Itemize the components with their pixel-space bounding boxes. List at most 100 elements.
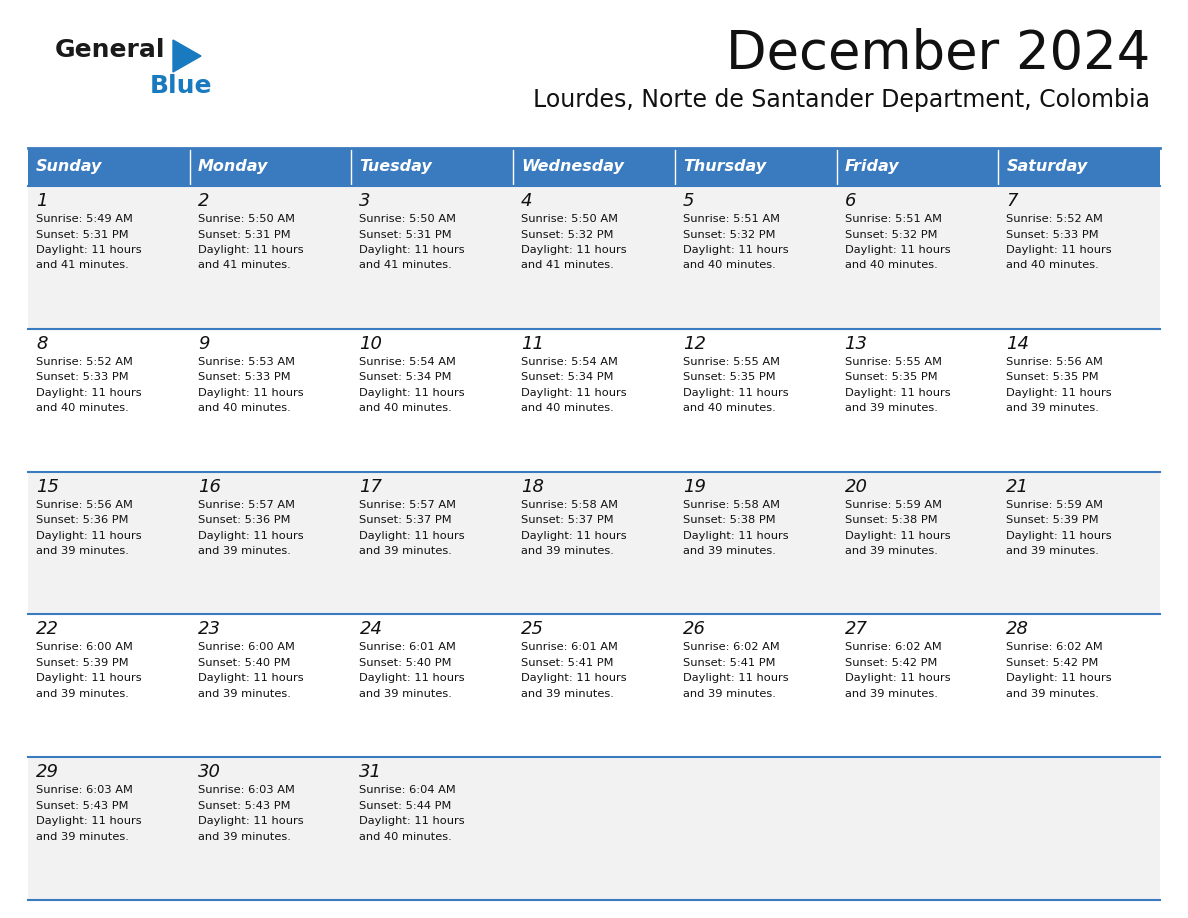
Bar — [190, 148, 352, 186]
Bar — [352, 148, 513, 186]
Text: Sunrise: 6:02 AM: Sunrise: 6:02 AM — [845, 643, 941, 653]
Text: Sunrise: 5:52 AM: Sunrise: 5:52 AM — [1006, 214, 1104, 224]
Text: Sunrise: 5:54 AM: Sunrise: 5:54 AM — [360, 357, 456, 367]
Text: Daylight: 11 hours: Daylight: 11 hours — [360, 531, 465, 541]
Text: Daylight: 11 hours: Daylight: 11 hours — [360, 674, 465, 683]
Text: Sunset: 5:34 PM: Sunset: 5:34 PM — [360, 373, 451, 382]
Text: Sunset: 5:44 PM: Sunset: 5:44 PM — [360, 800, 451, 811]
Text: and 39 minutes.: and 39 minutes. — [197, 546, 291, 556]
Text: Sunrise: 5:58 AM: Sunrise: 5:58 AM — [522, 499, 618, 509]
Text: Daylight: 11 hours: Daylight: 11 hours — [845, 531, 950, 541]
Text: Sunset: 5:43 PM: Sunset: 5:43 PM — [197, 800, 290, 811]
Text: 15: 15 — [36, 477, 59, 496]
Text: Daylight: 11 hours: Daylight: 11 hours — [1006, 531, 1112, 541]
Text: and 39 minutes.: and 39 minutes. — [683, 688, 776, 699]
Text: Daylight: 11 hours: Daylight: 11 hours — [522, 531, 627, 541]
Text: Daylight: 11 hours: Daylight: 11 hours — [1006, 245, 1112, 255]
Text: Sunset: 5:33 PM: Sunset: 5:33 PM — [36, 373, 128, 382]
Text: 10: 10 — [360, 335, 383, 353]
Text: Sunrise: 5:55 AM: Sunrise: 5:55 AM — [683, 357, 779, 367]
Text: and 40 minutes.: and 40 minutes. — [683, 261, 776, 271]
Text: Daylight: 11 hours: Daylight: 11 hours — [522, 674, 627, 683]
Text: Daylight: 11 hours: Daylight: 11 hours — [522, 387, 627, 397]
Text: Sunrise: 6:01 AM: Sunrise: 6:01 AM — [522, 643, 618, 653]
Text: Sunset: 5:39 PM: Sunset: 5:39 PM — [36, 658, 128, 668]
Text: and 39 minutes.: and 39 minutes. — [1006, 403, 1099, 413]
Text: 27: 27 — [845, 621, 867, 638]
Text: Sunset: 5:31 PM: Sunset: 5:31 PM — [36, 230, 128, 240]
Text: Daylight: 11 hours: Daylight: 11 hours — [36, 816, 141, 826]
Text: Daylight: 11 hours: Daylight: 11 hours — [845, 674, 950, 683]
Text: and 39 minutes.: and 39 minutes. — [845, 403, 937, 413]
Text: Sunrise: 5:51 AM: Sunrise: 5:51 AM — [845, 214, 942, 224]
Text: Sunrise: 5:55 AM: Sunrise: 5:55 AM — [845, 357, 942, 367]
Bar — [29, 186, 1159, 329]
Text: Sunset: 5:41 PM: Sunset: 5:41 PM — [522, 658, 614, 668]
Text: 16: 16 — [197, 477, 221, 496]
Text: Sunset: 5:40 PM: Sunset: 5:40 PM — [197, 658, 290, 668]
Text: Sunset: 5:39 PM: Sunset: 5:39 PM — [1006, 515, 1099, 525]
Bar — [29, 329, 1159, 472]
Text: Sunset: 5:32 PM: Sunset: 5:32 PM — [522, 230, 614, 240]
Text: Daylight: 11 hours: Daylight: 11 hours — [360, 387, 465, 397]
Text: and 39 minutes.: and 39 minutes. — [197, 688, 291, 699]
Text: and 39 minutes.: and 39 minutes. — [36, 688, 128, 699]
Text: Sunrise: 5:56 AM: Sunrise: 5:56 AM — [36, 499, 133, 509]
Text: Sunrise: 5:58 AM: Sunrise: 5:58 AM — [683, 499, 779, 509]
Text: and 39 minutes.: and 39 minutes. — [360, 546, 453, 556]
Text: Sunset: 5:43 PM: Sunset: 5:43 PM — [36, 800, 128, 811]
Bar — [836, 148, 998, 186]
Text: and 40 minutes.: and 40 minutes. — [1006, 261, 1099, 271]
Text: Sunrise: 5:50 AM: Sunrise: 5:50 AM — [197, 214, 295, 224]
Text: and 39 minutes.: and 39 minutes. — [1006, 546, 1099, 556]
Text: and 40 minutes.: and 40 minutes. — [197, 403, 290, 413]
Text: Sunset: 5:40 PM: Sunset: 5:40 PM — [360, 658, 451, 668]
Bar — [29, 757, 1159, 900]
Text: 28: 28 — [1006, 621, 1029, 638]
Bar — [998, 148, 1159, 186]
Text: Tuesday: Tuesday — [360, 160, 432, 174]
Text: Lourdes, Norte de Santander Department, Colombia: Lourdes, Norte de Santander Department, … — [533, 88, 1150, 112]
Text: December 2024: December 2024 — [726, 28, 1150, 80]
Text: Sunset: 5:35 PM: Sunset: 5:35 PM — [1006, 373, 1099, 382]
Text: Daylight: 11 hours: Daylight: 11 hours — [845, 387, 950, 397]
Text: Sunset: 5:35 PM: Sunset: 5:35 PM — [845, 373, 937, 382]
Text: 1: 1 — [36, 192, 48, 210]
Text: Sunset: 5:31 PM: Sunset: 5:31 PM — [360, 230, 453, 240]
Text: Sunrise: 5:57 AM: Sunrise: 5:57 AM — [197, 499, 295, 509]
Text: Sunday: Sunday — [36, 160, 102, 174]
Text: Sunset: 5:42 PM: Sunset: 5:42 PM — [1006, 658, 1099, 668]
Text: 9: 9 — [197, 335, 209, 353]
Text: and 41 minutes.: and 41 minutes. — [197, 261, 290, 271]
Polygon shape — [173, 40, 201, 72]
Text: Daylight: 11 hours: Daylight: 11 hours — [1006, 387, 1112, 397]
Text: Thursday: Thursday — [683, 160, 766, 174]
Text: 13: 13 — [845, 335, 867, 353]
Text: Sunset: 5:38 PM: Sunset: 5:38 PM — [845, 515, 937, 525]
Text: Blue: Blue — [150, 74, 213, 98]
Text: and 39 minutes.: and 39 minutes. — [845, 546, 937, 556]
Text: Sunrise: 6:02 AM: Sunrise: 6:02 AM — [683, 643, 779, 653]
Text: Friday: Friday — [845, 160, 899, 174]
Bar — [29, 614, 1159, 757]
Text: 19: 19 — [683, 477, 706, 496]
Text: General: General — [55, 38, 165, 62]
Bar — [513, 148, 675, 186]
Text: Sunset: 5:37 PM: Sunset: 5:37 PM — [522, 515, 614, 525]
Text: Daylight: 11 hours: Daylight: 11 hours — [683, 245, 789, 255]
Text: 29: 29 — [36, 763, 59, 781]
Text: 11: 11 — [522, 335, 544, 353]
Text: Sunrise: 5:54 AM: Sunrise: 5:54 AM — [522, 357, 618, 367]
Bar — [29, 148, 190, 186]
Text: and 41 minutes.: and 41 minutes. — [522, 261, 614, 271]
Text: Sunset: 5:36 PM: Sunset: 5:36 PM — [197, 515, 290, 525]
Text: Daylight: 11 hours: Daylight: 11 hours — [845, 245, 950, 255]
Text: and 40 minutes.: and 40 minutes. — [845, 261, 937, 271]
Text: and 40 minutes.: and 40 minutes. — [360, 832, 453, 842]
Text: and 40 minutes.: and 40 minutes. — [360, 403, 453, 413]
Text: 7: 7 — [1006, 192, 1018, 210]
Text: 24: 24 — [360, 621, 383, 638]
Text: 14: 14 — [1006, 335, 1029, 353]
Text: Sunrise: 5:52 AM: Sunrise: 5:52 AM — [36, 357, 133, 367]
Text: Sunrise: 6:03 AM: Sunrise: 6:03 AM — [36, 785, 133, 795]
